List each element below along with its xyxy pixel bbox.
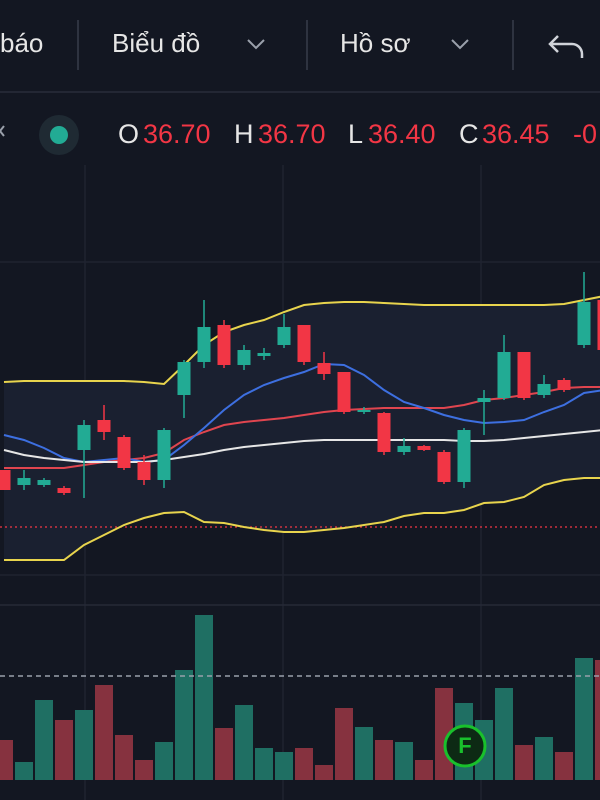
menu-chart[interactable]: Biểu đồ <box>112 28 200 58</box>
candle-body <box>397 446 411 452</box>
candle-body <box>437 452 451 482</box>
volume-bar <box>135 760 153 780</box>
candle-body <box>0 470 11 490</box>
volume-bar <box>255 748 273 780</box>
volume-bar <box>315 765 333 780</box>
volume-bar <box>375 740 393 780</box>
volume-bar <box>335 708 353 780</box>
volume-bar <box>515 745 533 780</box>
menu-report[interactable]: báo <box>0 28 43 58</box>
candle-body <box>577 302 591 345</box>
band-fill <box>4 296 600 560</box>
high-label: H <box>234 119 254 149</box>
candle-body <box>217 325 231 365</box>
candle-body <box>157 430 171 480</box>
volume-bar <box>155 742 173 780</box>
candle-body <box>77 425 91 450</box>
candle-body <box>297 325 311 362</box>
candle-body <box>557 380 571 390</box>
volume-bar <box>175 670 193 780</box>
indicator-line <box>3 362 600 464</box>
indicator-line <box>4 477 600 561</box>
candle-body <box>337 372 351 412</box>
volume-bar <box>235 705 253 780</box>
candle-body <box>517 352 531 398</box>
indicator-line <box>3 295 600 386</box>
badge-label: F <box>458 733 471 758</box>
plot: F <box>0 272 600 780</box>
candle-body <box>57 488 71 493</box>
change-value: -0 <box>573 119 597 149</box>
volume-bar <box>75 710 93 780</box>
open-value: 36.70 <box>143 119 211 149</box>
volume-bar <box>575 658 593 780</box>
volume-bar <box>595 660 600 780</box>
candle-body <box>257 353 271 356</box>
candle-body <box>497 352 511 398</box>
volume-bar <box>495 688 513 780</box>
volume-bar <box>555 752 573 780</box>
candle-body <box>117 437 131 468</box>
candle-body <box>417 446 431 450</box>
candle-body <box>477 398 491 402</box>
candle-body <box>137 462 151 480</box>
volume-bar <box>215 728 233 780</box>
volume-bar <box>55 720 73 780</box>
close-value: 36.45 <box>482 119 550 149</box>
candle-body <box>197 327 211 362</box>
close-icon[interactable] <box>0 125 5 137</box>
volume-bar <box>195 615 213 780</box>
indicator-line <box>3 429 600 463</box>
candle-body <box>357 410 371 412</box>
volume-bar <box>535 737 553 780</box>
volume-bar <box>275 752 293 780</box>
candle-body <box>537 384 551 395</box>
candle-body <box>237 350 251 365</box>
volume-bar <box>0 740 13 780</box>
volume-bar <box>295 748 313 780</box>
volume-bar <box>415 760 433 780</box>
menu-profile[interactable]: Hồ sơ <box>340 28 411 58</box>
open-label: O <box>118 119 139 149</box>
candle-body <box>277 327 291 345</box>
candle-body <box>17 478 31 485</box>
chevron[interactable] <box>451 39 469 50</box>
close-label: C <box>459 119 479 149</box>
badge-ring <box>443 724 487 768</box>
undo-icon[interactable] <box>548 35 584 58</box>
candle-body <box>37 480 51 485</box>
volume-bar <box>95 685 113 780</box>
low-value: 36.40 <box>368 119 436 149</box>
candle-body <box>457 430 471 482</box>
candle-body <box>597 300 600 350</box>
volume-bar <box>355 727 373 780</box>
candle-body <box>177 362 191 395</box>
candle-body <box>317 363 331 374</box>
volume-bar <box>395 742 413 780</box>
volume-bar <box>15 762 33 780</box>
chevron[interactable] <box>247 39 265 50</box>
low-label: L <box>348 119 363 149</box>
status-dot <box>50 126 68 144</box>
volume-bar <box>115 735 133 780</box>
high-value: 36.70 <box>258 119 326 149</box>
candle-body <box>377 413 391 452</box>
volume-bar <box>35 700 53 780</box>
candle-body <box>97 420 111 432</box>
